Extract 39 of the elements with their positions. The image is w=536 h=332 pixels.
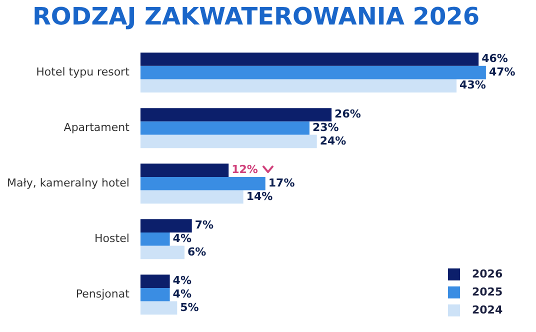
- data-label: 4%: [172, 274, 192, 288]
- y-tick-label: Hotel typu resort: [36, 65, 130, 78]
- bar: [140, 288, 170, 302]
- data-label: 4%: [172, 232, 192, 245]
- bar: [140, 219, 192, 232]
- data-label: 26%: [334, 108, 361, 121]
- bar: [140, 66, 486, 80]
- data-label: 14%: [246, 190, 273, 203]
- legend-label: 2026: [472, 267, 503, 280]
- data-label: 12%: [232, 163, 258, 176]
- bar: [140, 176, 266, 190]
- bar: [140, 79, 457, 93]
- data-label: 5%: [180, 300, 199, 314]
- data-label: 47%: [488, 65, 516, 78]
- y-tick-label: Apartament: [64, 120, 130, 134]
- bar: [140, 108, 332, 122]
- bar: [140, 301, 178, 315]
- data-label: 24%: [320, 134, 346, 148]
- bar: [140, 232, 170, 246]
- chart-title: RODZAJ ZAKWATEROWANIA 2026: [32, 2, 480, 31]
- data-label: 6%: [188, 245, 206, 258]
- data-label: 4%: [172, 288, 192, 300]
- data-label: 23%: [312, 120, 339, 134]
- y-tick-label: Mały, kameralny hotel: [6, 176, 130, 190]
- bar: [140, 190, 244, 204]
- data-label: 46%: [482, 52, 508, 66]
- bar: [140, 52, 479, 66]
- bar: [140, 274, 170, 288]
- legend-label: 2024: [472, 303, 503, 316]
- bar: [140, 164, 229, 177]
- y-tick-label: Hostel: [94, 232, 130, 245]
- y-tick-label: Pensjonat: [76, 288, 130, 300]
- bar: [140, 246, 185, 260]
- bar: [140, 134, 317, 148]
- legend-label: 2025: [472, 285, 503, 298]
- data-label: 17%: [268, 176, 295, 190]
- data-label: 7%: [194, 218, 214, 232]
- bar: [140, 121, 310, 135]
- data-label: 43%: [460, 78, 486, 92]
